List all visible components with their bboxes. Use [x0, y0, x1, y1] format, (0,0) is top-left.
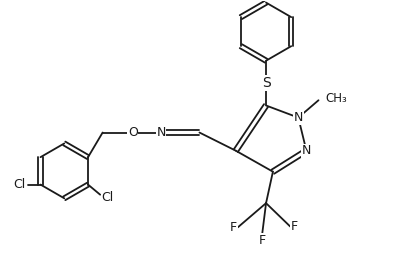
Text: F: F: [230, 221, 237, 234]
Text: Cl: Cl: [101, 191, 114, 204]
Text: CH₃: CH₃: [326, 92, 348, 105]
Text: S: S: [262, 76, 270, 90]
Text: Cl: Cl: [13, 178, 26, 191]
Text: N: N: [156, 126, 166, 139]
Text: N: N: [302, 144, 311, 157]
Text: N: N: [293, 111, 303, 124]
Text: F: F: [291, 220, 298, 233]
Text: O: O: [128, 126, 138, 139]
Text: F: F: [258, 234, 266, 247]
